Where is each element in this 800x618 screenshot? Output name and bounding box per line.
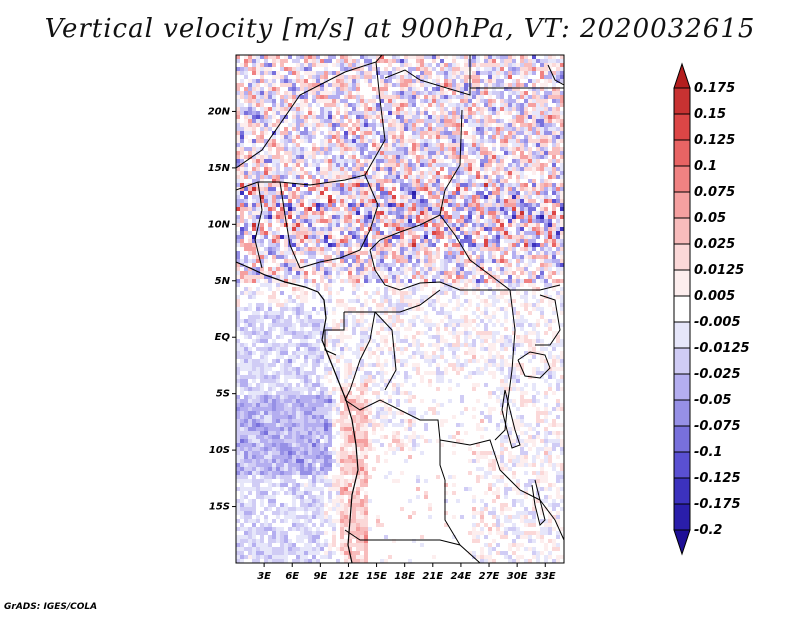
lon-label: 15E (366, 571, 387, 582)
colorbar-swatch (673, 113, 691, 141)
colorbar-swatch (673, 477, 691, 505)
colorbar-label: 0.0125 (694, 263, 744, 278)
colorbar-swatch (673, 87, 691, 115)
boundary-line (369, 249, 510, 291)
boundary-line (374, 311, 397, 391)
lat-label: 15S (209, 502, 230, 513)
colorbar-swatch (673, 191, 691, 219)
colorbar: 0.175 0.15 0.125 0.1 0.075 0.05 0.025 0.0125 0.0… (673, 62, 750, 556)
map-frame (235, 54, 565, 564)
lake-malawi (531, 479, 546, 526)
boundary-line (369, 109, 463, 251)
colorbar-label: -0.075 (694, 419, 741, 434)
colorbar-swatch (673, 321, 691, 349)
colorbar-label: 0.005 (694, 289, 735, 304)
boundary-line (344, 311, 376, 401)
colorbar-swatch (673, 165, 691, 193)
colorbar-label: 0.175 (694, 81, 735, 96)
boundary-line (324, 312, 345, 356)
grads-credit: GrADS: IGES/COLA (4, 602, 98, 612)
boundary-line (344, 289, 441, 313)
boundary-line (236, 55, 383, 169)
colorbar-label: -0.05 (694, 393, 731, 408)
colorbar-swatch (673, 347, 691, 375)
colorbar-swatch (673, 217, 691, 245)
colorbar-label: -0.1 (694, 445, 722, 460)
colorbar-label: -0.175 (694, 497, 741, 512)
boundary-line (439, 439, 541, 501)
lon-label: 27E (479, 571, 500, 582)
lon-label: 3E (257, 571, 271, 582)
colorbar-label: 0.125 (694, 133, 735, 148)
colorbar-top-arrow (673, 62, 691, 89)
colorbar-swatch (673, 425, 691, 453)
colorbar-label: 0.075 (694, 185, 735, 200)
colorbar-swatch (673, 295, 691, 323)
colorbar-label: -0.005 (694, 315, 741, 330)
lon-label: 24E (451, 571, 472, 582)
colorbar-label: 0.1 (694, 159, 717, 174)
boundary-line (254, 181, 263, 269)
lake-victoria (517, 351, 551, 379)
boundary-line (539, 499, 564, 541)
lon-label: 30E (507, 571, 528, 582)
boundary-line (547, 64, 564, 86)
colorbar-swatch (673, 243, 691, 271)
colorbar-swatch (673, 451, 691, 479)
boundary-line (384, 69, 421, 81)
colorbar-swatch (673, 373, 691, 401)
boundary-line (299, 174, 379, 269)
lon-label: 18E (394, 571, 415, 582)
colorbar-label: -0.125 (694, 471, 741, 486)
boundary-line (236, 61, 386, 191)
boundary-line (494, 289, 516, 441)
colorbar-swatch (673, 503, 691, 531)
colorbar-swatch (673, 139, 691, 167)
boundary-line (344, 399, 446, 481)
boundary-line (344, 529, 481, 563)
lon-label: 12E (338, 571, 359, 582)
colorbar-swatch (673, 399, 691, 427)
map-axes: 20N 15N 10N 5N EQ 5S 10S 15S 3E 6E 9E 12E 15E 18E 21E 2… (208, 106, 556, 582)
boundary-line (279, 181, 301, 269)
lon-label: 21E (422, 571, 443, 582)
boundary-line (439, 214, 561, 291)
coastline (236, 261, 359, 563)
lat-label: EQ (215, 332, 231, 343)
lat-label: 10S (209, 445, 230, 456)
lat-label: 5S (216, 389, 230, 400)
colorbar-label: 0.15 (694, 107, 726, 122)
boundary-line (444, 480, 461, 546)
lat-label: 5N (215, 276, 231, 287)
boundary-line (535, 294, 561, 346)
colorbar-swatch (673, 269, 691, 297)
lat-label: 10N (208, 219, 231, 230)
velocity-field (236, 55, 564, 563)
lat-label: 15N (208, 163, 231, 174)
colorbar-label: -0.0125 (694, 341, 750, 356)
lat-label: 20N (208, 106, 231, 117)
map-title: Vertical velocity [m/s] at 900hPa, VT: 2… (44, 14, 756, 44)
colorbar-label: 0.025 (694, 237, 735, 252)
lon-label: 9E (313, 571, 327, 582)
colorbar-label: 0.05 (694, 211, 726, 226)
country-boundaries (236, 55, 564, 563)
colorbar-bottom-arrow (673, 529, 691, 556)
lon-label: 33E (535, 571, 556, 582)
lake-tanganyika (501, 389, 521, 449)
lon-label: 6E (285, 571, 299, 582)
colorbar-label: -0.025 (694, 367, 741, 382)
boundary-line (419, 55, 471, 96)
colorbar-label: -0.2 (694, 523, 722, 538)
